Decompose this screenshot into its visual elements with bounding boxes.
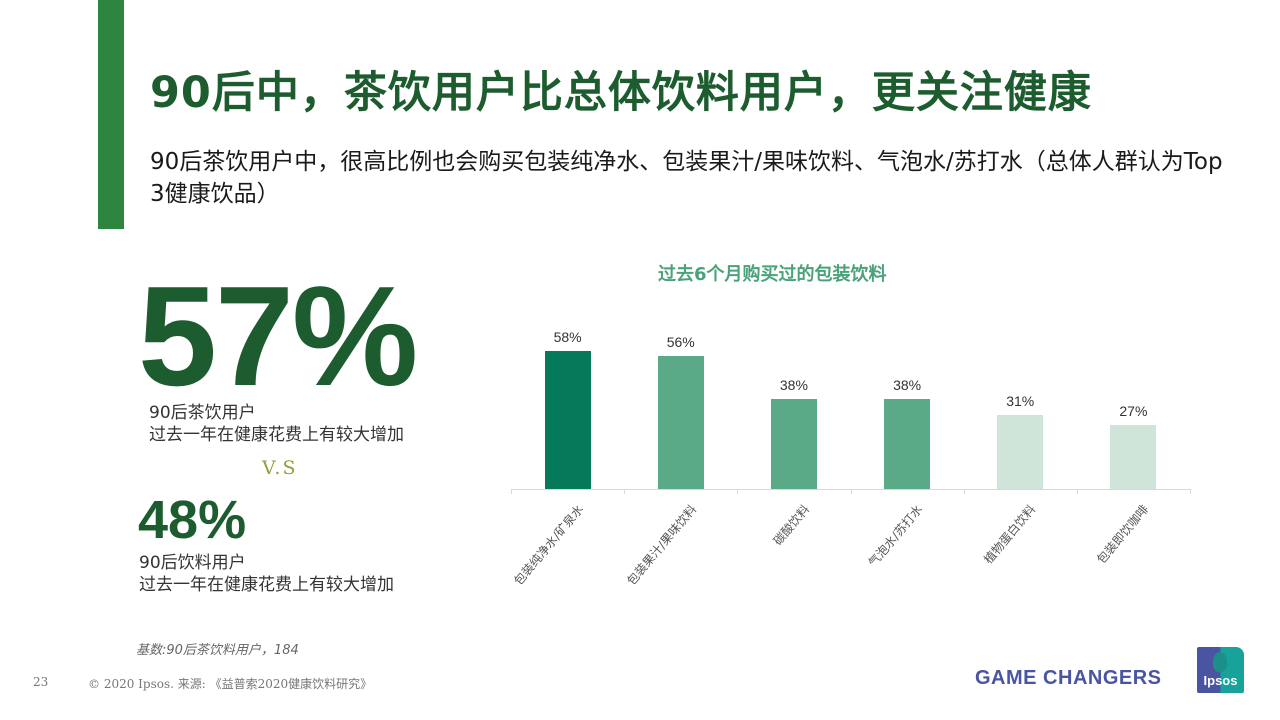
axis-tick [1077,489,1078,494]
bar-value-label: 31% [1006,393,1035,410]
category-label: 包装即饮咖啡 [1094,502,1152,567]
chart-bar [884,398,931,489]
chart-title: 过去6个月购买过的包装饮料 [658,264,887,285]
category-label: 气泡水/苏打水 [865,502,926,570]
secondary-stat-value: 48% [138,490,247,550]
bar-value-label: 56% [666,333,695,350]
axis-tick [511,489,512,494]
primary-stat-line1: 90后茶饮用户 [149,403,256,423]
axis-tick [964,489,965,494]
logo-head-icon [1213,652,1227,672]
category-label: 碳酸饮料 [770,502,813,549]
category-label: 包装果汁/果味饮料 [623,502,700,588]
x-axis [511,489,1190,490]
bar-value-label: 38% [779,376,808,393]
category-label: 植物蛋白饮料 [981,502,1039,567]
secondary-stat-description: 90后饮料用户 过去一年在健康花费上有较大增加 [139,552,394,596]
axis-tick [851,489,852,494]
ipsos-logo: Ipsos [1197,647,1244,693]
primary-stat-line2: 过去一年在健康花费上有较大增加 [149,425,404,445]
axis-tick [624,489,625,494]
axis-tick [1190,489,1191,494]
page-title: 90后中，茶饮用户比总体饮料用户，更关注健康 [150,68,1092,118]
chart-bar [997,415,1044,489]
axis-tick [737,489,738,494]
vs-label: V.S [262,457,298,479]
chart-bar [770,398,817,489]
chart-bar [1110,424,1157,489]
primary-stat-description: 90后茶饮用户 过去一年在健康花费上有较大增加 [149,402,404,446]
accent-bar [98,0,124,229]
secondary-stat-line2: 过去一年在健康花费上有较大增加 [139,575,394,595]
bar-value-label: 58% [553,328,582,345]
bar-chart: 58% 包装纯净水/矿泉水 56% 包装果汁/果味饮料 38% 碳酸饮料 38% 气泡水/苏打… [510,300,1191,600]
page-subtitle: 90后茶饮用户中，很高比例也会购买包装纯净水、包装果汁/果味饮料、气泡水/苏打水… [150,149,1223,207]
game-changers-tagline: GAME CHANGERS [975,667,1162,689]
chart-bar [544,350,591,489]
bar-value-label: 27% [1119,402,1148,419]
category-label: 包装纯净水/矿泉水 [510,502,586,588]
bar-value-label: 38% [893,376,922,393]
primary-stat-value: 57% [138,257,418,416]
page-number: 23 [33,675,49,689]
copyright-source: © 2020 Ipsos. 来源: 《益普索2020健康饮料研究》 [88,677,373,691]
logo-text: Ipsos [1203,673,1238,688]
base-note: 基数:90后茶饮料用户，184 [136,643,299,658]
chart-bar [657,355,704,489]
secondary-stat-line1: 90后饮料用户 [139,553,246,573]
